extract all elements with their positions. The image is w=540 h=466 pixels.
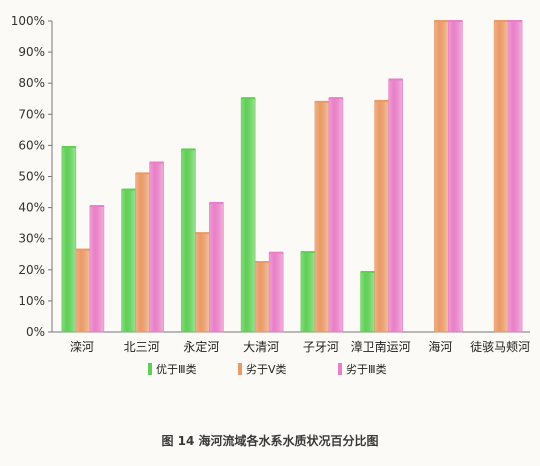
bar-cap xyxy=(434,20,449,22)
bar-cap xyxy=(328,97,343,100)
bar-cap xyxy=(300,251,315,254)
bar xyxy=(135,173,150,333)
bar xyxy=(209,202,224,333)
legend-label: 劣于Ⅲ类 xyxy=(346,362,387,376)
legend-swatch xyxy=(338,363,342,375)
y-tick-label: 40% xyxy=(18,201,45,215)
bar xyxy=(268,252,284,333)
bar xyxy=(328,97,344,333)
legend-label: 优于Ⅲ类 xyxy=(156,362,197,376)
y-tick-label: 50% xyxy=(18,170,45,184)
y-tick-label: 70% xyxy=(18,107,45,121)
bar-cap xyxy=(135,172,150,175)
bar-cap xyxy=(494,20,509,22)
bar-cap xyxy=(195,232,210,235)
bar xyxy=(448,20,463,333)
bar xyxy=(360,271,375,333)
bar xyxy=(434,20,449,333)
bar-cap xyxy=(209,201,224,204)
bar xyxy=(388,79,403,333)
bar xyxy=(314,101,330,333)
bar-cap xyxy=(241,97,256,100)
bar-cap xyxy=(255,261,270,264)
legend-label: 劣于Ⅴ类 xyxy=(246,362,287,376)
bar-cap xyxy=(448,20,463,22)
bar-cap xyxy=(181,148,196,151)
x-category-label: 漳卫南运河 xyxy=(351,339,411,354)
bar xyxy=(254,261,270,333)
bar xyxy=(89,205,105,333)
bar xyxy=(507,20,523,333)
bar-cap xyxy=(508,20,523,22)
bar-cap xyxy=(360,270,375,273)
bar-cap xyxy=(374,99,389,102)
x-category-label: 海河 xyxy=(428,339,452,354)
bar-cap xyxy=(314,100,329,103)
bar xyxy=(300,251,316,333)
x-category-label: 北三河 xyxy=(124,340,160,354)
y-tick-label: 90% xyxy=(18,45,45,59)
x-category-label: 滦河 xyxy=(70,339,94,354)
bar xyxy=(374,100,389,333)
legend-swatch xyxy=(148,363,152,375)
bar xyxy=(195,232,210,333)
bar xyxy=(493,20,509,333)
x-category-label: 永定河 xyxy=(183,339,219,354)
bar xyxy=(75,249,91,333)
y-tick-label: 10% xyxy=(18,294,45,308)
y-tick-label: 30% xyxy=(18,232,45,246)
y-tick-label: 60% xyxy=(18,138,45,152)
bar xyxy=(121,189,136,333)
bar-cap xyxy=(121,188,136,191)
bar-cap xyxy=(89,205,104,208)
x-category-label: 大清河 xyxy=(243,340,279,354)
y-tick-label: 100% xyxy=(11,14,45,28)
bar-cap xyxy=(149,161,164,164)
y-tick-label: 80% xyxy=(18,76,45,90)
bar-cap xyxy=(75,248,90,251)
figure-caption: 图 14 海河流域各水系水质状况百分比图 xyxy=(161,434,379,448)
bar xyxy=(181,149,196,333)
bar-cap xyxy=(61,145,76,148)
bar xyxy=(149,162,164,333)
bar-cap xyxy=(388,78,403,81)
x-category-label: 子牙河 xyxy=(303,340,339,354)
y-tick-label: 0% xyxy=(26,325,45,339)
bar-cap xyxy=(269,251,284,254)
x-category-label: 徒骇马颊河 xyxy=(470,339,530,354)
legend-swatch xyxy=(238,363,242,375)
y-tick-label: 20% xyxy=(18,263,45,277)
bar xyxy=(61,146,77,333)
bar xyxy=(240,97,256,333)
